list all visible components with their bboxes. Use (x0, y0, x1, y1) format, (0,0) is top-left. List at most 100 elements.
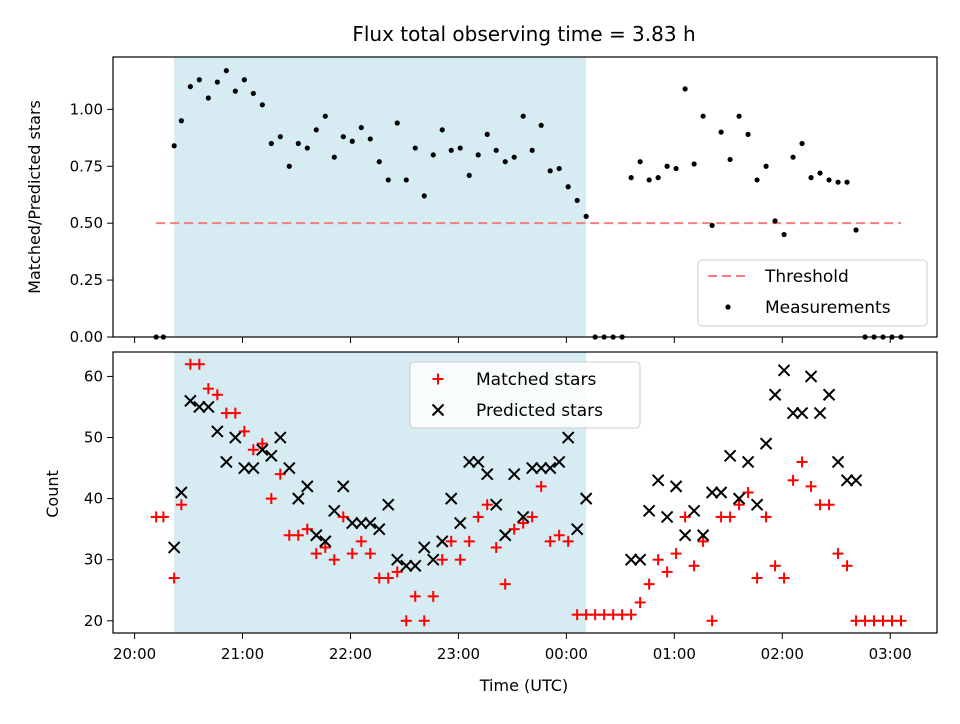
predicted-marker-b (472, 455, 485, 469)
predicted-marker-b (849, 474, 863, 487)
predicted-point (427, 553, 440, 566)
predicted-point (687, 504, 701, 518)
matched-point (562, 535, 574, 547)
matched-point (805, 480, 817, 492)
predicted-marker-b (777, 364, 791, 377)
bottom-y-tick-label: 40 (84, 490, 103, 508)
predicted-point (445, 492, 458, 505)
predicted-marker-b (732, 492, 746, 505)
predicted-marker-b (669, 480, 683, 493)
matched-point (364, 548, 376, 560)
predicted-point (579, 492, 593, 505)
measurement-point (691, 161, 697, 167)
predicted-point (256, 443, 269, 456)
measurement-point (367, 136, 373, 142)
matched-point (409, 590, 421, 602)
predicted-marker-b (202, 400, 215, 414)
measurement-point (673, 165, 679, 172)
x-tick-label: 21:00 (221, 645, 264, 663)
predicted-point (364, 516, 377, 530)
predicted-marker-b (256, 443, 269, 456)
matched-point (346, 548, 358, 560)
matched-point (247, 444, 259, 456)
predicted-marker-b (220, 455, 233, 469)
measurement-point (178, 118, 184, 124)
matched-point (211, 389, 223, 401)
top-y-tick-label: 0.25 (70, 271, 103, 289)
matched-point (724, 511, 736, 523)
predicted-marker-b (301, 480, 314, 493)
matched-point (706, 615, 718, 627)
matched-point (202, 383, 214, 395)
measurement-point (637, 159, 643, 165)
matched-point (769, 560, 781, 572)
predicted-point (301, 480, 314, 493)
matched-point (463, 535, 475, 547)
predicted-point (831, 455, 845, 469)
predicted-marker-b (364, 516, 377, 530)
predicted-point (516, 510, 530, 524)
measurement-point (556, 165, 562, 172)
predicted-marker-b (328, 504, 341, 518)
predicted-point (669, 480, 683, 493)
measurement-point (520, 113, 526, 119)
measurement-point (844, 179, 850, 185)
predicted-marker-b (516, 510, 530, 524)
predicted-point (768, 388, 782, 401)
predicted-point (795, 406, 809, 420)
bottom-y-axis-label: Count (43, 470, 62, 518)
predicted-point (202, 400, 215, 414)
matched-point (229, 407, 241, 419)
top-y-tick-label: 0.00 (70, 328, 103, 346)
matched-point (517, 517, 529, 529)
matched-point (427, 590, 439, 602)
top-legend: Threshold Measurements (697, 259, 928, 327)
predicted-marker-b (714, 486, 728, 499)
matched-point (787, 474, 799, 486)
matched-point (454, 554, 466, 566)
measurement-point (718, 129, 724, 135)
measurement-point (331, 154, 337, 160)
predicted-marker-b (310, 529, 323, 542)
measurement-point (547, 168, 553, 174)
predicted-point (319, 535, 332, 548)
predicted-point (534, 461, 548, 475)
predicted-point (570, 522, 584, 536)
matched-point (670, 548, 682, 560)
predicted-point (786, 406, 800, 420)
predicted-marker-b (445, 492, 458, 505)
measurement-legend-swatch (725, 304, 731, 310)
measurement-point (475, 152, 481, 158)
predicted-marker-b (633, 553, 647, 566)
matched-point (553, 529, 565, 541)
measurement-point (403, 177, 409, 183)
predicted-marker-b (337, 480, 350, 493)
matched-point (168, 572, 180, 584)
predicted-point (633, 553, 647, 566)
matched-point (490, 541, 502, 553)
bottom-legend: Matched stars Predicted stars (409, 361, 641, 429)
measurement-point (205, 95, 211, 101)
predicted-point (507, 467, 521, 481)
top-y-tick-label: 0.75 (70, 157, 103, 175)
predicted-marker-b (431, 403, 445, 417)
matched-point (310, 548, 322, 560)
measurement-point (457, 145, 463, 151)
predicted-point (220, 455, 233, 469)
matched-point (742, 487, 754, 498)
measurement-point (196, 77, 202, 83)
predicted-point (822, 388, 836, 401)
predicted-marker-b (427, 553, 440, 566)
bottom-y-tick-label: 20 (84, 612, 103, 630)
matched-point (688, 560, 700, 572)
predicted-point (454, 516, 467, 530)
predicted-point (624, 553, 638, 566)
matched-point (796, 456, 808, 468)
predicted-point (759, 437, 773, 450)
measurement-point (808, 175, 814, 181)
matched-point (544, 535, 556, 547)
measurement-point (826, 177, 832, 183)
matched-point (445, 535, 457, 547)
measurement-point (835, 179, 841, 185)
matched-point (895, 615, 907, 627)
